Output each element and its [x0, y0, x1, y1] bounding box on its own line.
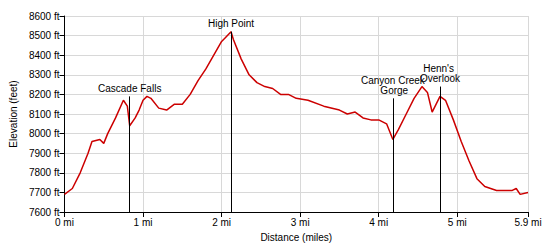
- svg-text:1 mi: 1 mi: [134, 217, 153, 228]
- svg-text:8000 ft: 8000 ft: [29, 128, 60, 139]
- svg-text:7700 ft: 7700 ft: [29, 187, 60, 198]
- svg-text:Cascade Falls: Cascade Falls: [98, 83, 161, 94]
- svg-text:5 mi: 5 mi: [448, 217, 467, 228]
- svg-text:8300 ft: 8300 ft: [29, 69, 60, 80]
- svg-text:7800 ft: 7800 ft: [29, 167, 60, 178]
- svg-text:Gorge: Gorge: [378, 85, 409, 96]
- svg-text:Elevation (feet): Elevation (feet): [8, 80, 19, 147]
- svg-text:7600 ft: 7600 ft: [28, 206, 60, 218]
- svg-text:Overlook: Overlook: [420, 73, 461, 84]
- svg-text:8600 ft: 8600 ft: [29, 11, 60, 22]
- svg-text:8100 ft: 8100 ft: [29, 109, 60, 120]
- svg-text:High Point: High Point: [208, 18, 254, 29]
- svg-text:8200 ft: 8200 ft: [29, 89, 60, 100]
- svg-text:3 mi: 3 mi: [291, 217, 310, 228]
- svg-text:8400 ft: 8400 ft: [29, 50, 60, 61]
- svg-text:Distance (miles): Distance (miles): [260, 232, 332, 243]
- svg-text:2 mi: 2 mi: [212, 217, 231, 228]
- svg-text:Henn's: Henn's: [423, 63, 457, 75]
- svg-text:8500 ft: 8500 ft: [29, 30, 60, 41]
- svg-text:0 mi: 0 mi: [55, 217, 74, 228]
- svg-text:7900 ft: 7900 ft: [29, 148, 60, 159]
- svg-text:Canyon Creek: Canyon Creek: [360, 74, 425, 86]
- svg-text:4 mi: 4 mi: [369, 217, 388, 228]
- svg-text:5.9 mi: 5.9 mi: [514, 217, 541, 228]
